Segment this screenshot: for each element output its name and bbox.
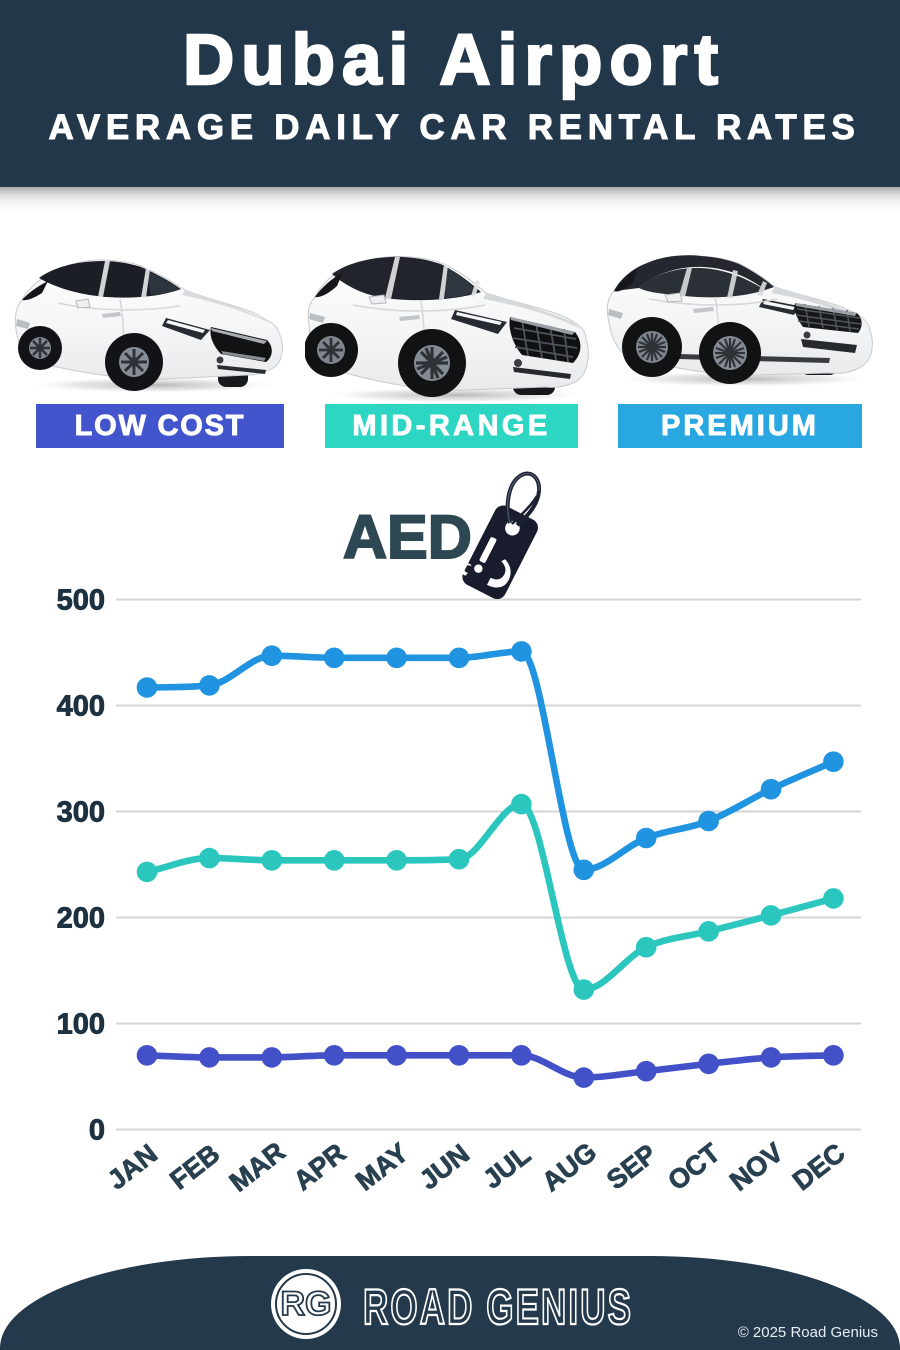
svg-text:100: 100 (57, 1009, 105, 1041)
svg-text:JUN: JUN (414, 1138, 475, 1195)
svg-text:500: 500 (57, 585, 105, 617)
svg-text:300: 300 (57, 797, 105, 829)
svg-text:DEC: DEC (787, 1138, 850, 1197)
svg-text:0: 0 (89, 1115, 105, 1147)
svg-text:AUG: AUG (536, 1137, 602, 1198)
svg-text:200: 200 (57, 903, 105, 935)
svg-text:MAY: MAY (350, 1137, 414, 1196)
svg-text:OCT: OCT (662, 1137, 726, 1196)
svg-text:400: 400 (57, 691, 105, 723)
svg-text:JUL: JUL (478, 1139, 537, 1194)
svg-text:FEB: FEB (164, 1138, 225, 1195)
svg-text:NOV: NOV (724, 1137, 789, 1197)
svg-text:APR: APR (288, 1138, 351, 1197)
svg-text:JAN: JAN (102, 1138, 163, 1195)
svg-text:MAR: MAR (224, 1136, 291, 1198)
svg-text:SEP: SEP (601, 1138, 662, 1195)
